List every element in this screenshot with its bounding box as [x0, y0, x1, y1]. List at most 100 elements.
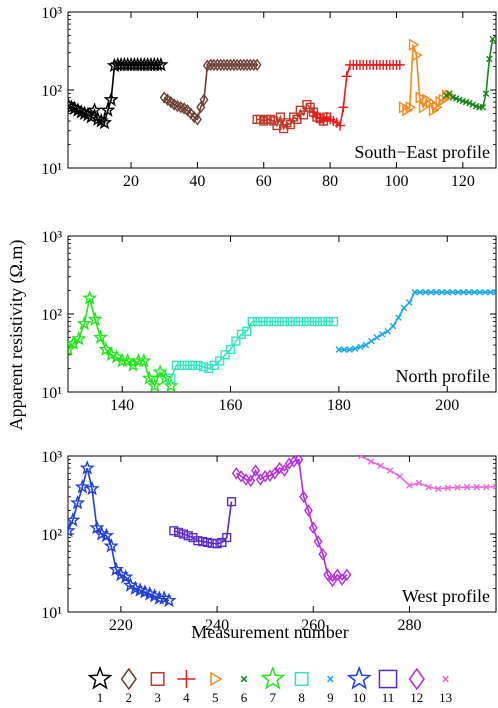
data-point-9 [341, 346, 348, 353]
data-point-4 [394, 59, 405, 70]
legend-item-9: 9 [327, 675, 334, 705]
data-point-8 [236, 329, 246, 339]
data-point-5 [415, 91, 427, 104]
data-point-8 [307, 316, 317, 327]
legend-marker-2 [120, 667, 137, 691]
y-tick-label: 10¹ [41, 605, 62, 622]
data-point-12 [308, 521, 318, 535]
data-point-9 [416, 288, 424, 296]
data-point-7 [71, 330, 87, 346]
data-point-4 [341, 71, 352, 82]
data-point-8 [171, 360, 181, 370]
data-point-12 [294, 455, 304, 466]
data-point-10 [89, 519, 105, 535]
legend-item-10: 10 [346, 665, 372, 705]
data-point-8 [290, 316, 301, 327]
legend-marker-10 [346, 665, 372, 690]
data-point-12 [313, 535, 323, 548]
data-point-8 [285, 316, 295, 327]
data-point-5 [412, 48, 423, 62]
data-point-11 [169, 526, 179, 536]
x-tick-label: 20 [123, 173, 139, 190]
data-point-3 [272, 120, 282, 131]
data-point-9 [427, 288, 435, 296]
data-point-9 [481, 288, 489, 296]
legend-marker-1 [87, 665, 113, 690]
y-tick-label: 10³ [41, 449, 62, 466]
data-point-1 [83, 109, 99, 124]
series-line-10 [68, 467, 170, 602]
legend-label: 9 [327, 690, 334, 705]
y-tick-label: 10² [41, 527, 62, 544]
data-point-10 [74, 479, 91, 494]
data-point-9 [449, 288, 456, 296]
data-point-13 [377, 462, 384, 470]
data-point-8 [188, 360, 198, 370]
data-point-5 [408, 38, 420, 52]
data-point-10 [68, 512, 81, 527]
data-point-8 [177, 360, 187, 370]
data-point-9 [389, 322, 397, 330]
data-point-5 [405, 101, 417, 114]
data-point-8 [225, 344, 236, 355]
data-point-7 [152, 364, 168, 379]
legend-item-1: 1 [87, 665, 113, 705]
data-point-11 [198, 536, 208, 547]
data-point-9 [357, 343, 364, 351]
legend-label: 2 [126, 690, 133, 705]
data-point-9 [492, 288, 496, 296]
data-point-7 [98, 341, 114, 357]
legend-item-4: 4 [177, 670, 196, 705]
data-point-2 [209, 58, 219, 72]
data-point-9 [460, 288, 467, 296]
data-point-13 [349, 447, 355, 453]
x-tick-label: 80 [322, 173, 338, 190]
data-point-12 [332, 568, 342, 581]
data-point-2 [246, 58, 255, 72]
data-point-8 [198, 362, 209, 372]
data-point-12 [323, 568, 333, 581]
y-tick-label: 10² [41, 83, 62, 100]
x-tick-label: 100 [384, 173, 408, 190]
x-tick-label: 120 [451, 173, 475, 190]
data-point-8 [323, 316, 333, 327]
data-point-1 [100, 102, 116, 117]
data-point-7 [68, 341, 76, 357]
data-point-6 [442, 92, 450, 99]
legend-marker-7 [260, 665, 286, 690]
data-point-12 [342, 568, 352, 581]
legend-item-6: 6 [240, 675, 248, 705]
data-point-5 [442, 89, 453, 102]
legend-item-11: 11 [378, 669, 398, 705]
data-point-9 [438, 288, 446, 296]
data-point-12 [279, 464, 289, 477]
data-point-12 [231, 467, 241, 480]
legend: 1 2 3 4 5 6 7 8 9 10 11 12 13 [87, 665, 452, 705]
y-axis-label: Apparent resistivity (Ω.m) [6, 240, 27, 431]
data-point-12 [328, 574, 337, 588]
data-point-11 [207, 538, 217, 548]
data-point-7 [147, 377, 163, 393]
legend-label: 10 [353, 690, 366, 705]
data-point-2 [196, 101, 206, 114]
data-point-7 [125, 357, 141, 372]
data-point-2 [239, 58, 249, 72]
data-point-7 [141, 370, 157, 385]
data-point-8 [258, 316, 268, 327]
data-point-11 [188, 532, 198, 543]
data-point-8 [253, 316, 263, 327]
data-point-9 [400, 304, 408, 312]
data-point-2 [192, 113, 202, 126]
data-point-9 [384, 328, 391, 335]
data-point-9 [335, 346, 343, 353]
data-point-10 [103, 538, 119, 553]
data-point-12 [236, 470, 246, 483]
data-point-13 [483, 483, 490, 491]
y-tick-label: 10³ [41, 5, 62, 22]
legend-marker-6 [240, 675, 248, 683]
data-point-9 [471, 288, 478, 296]
data-point-8 [269, 316, 279, 327]
data-point-10 [79, 460, 95, 475]
data-point-12 [246, 474, 256, 488]
